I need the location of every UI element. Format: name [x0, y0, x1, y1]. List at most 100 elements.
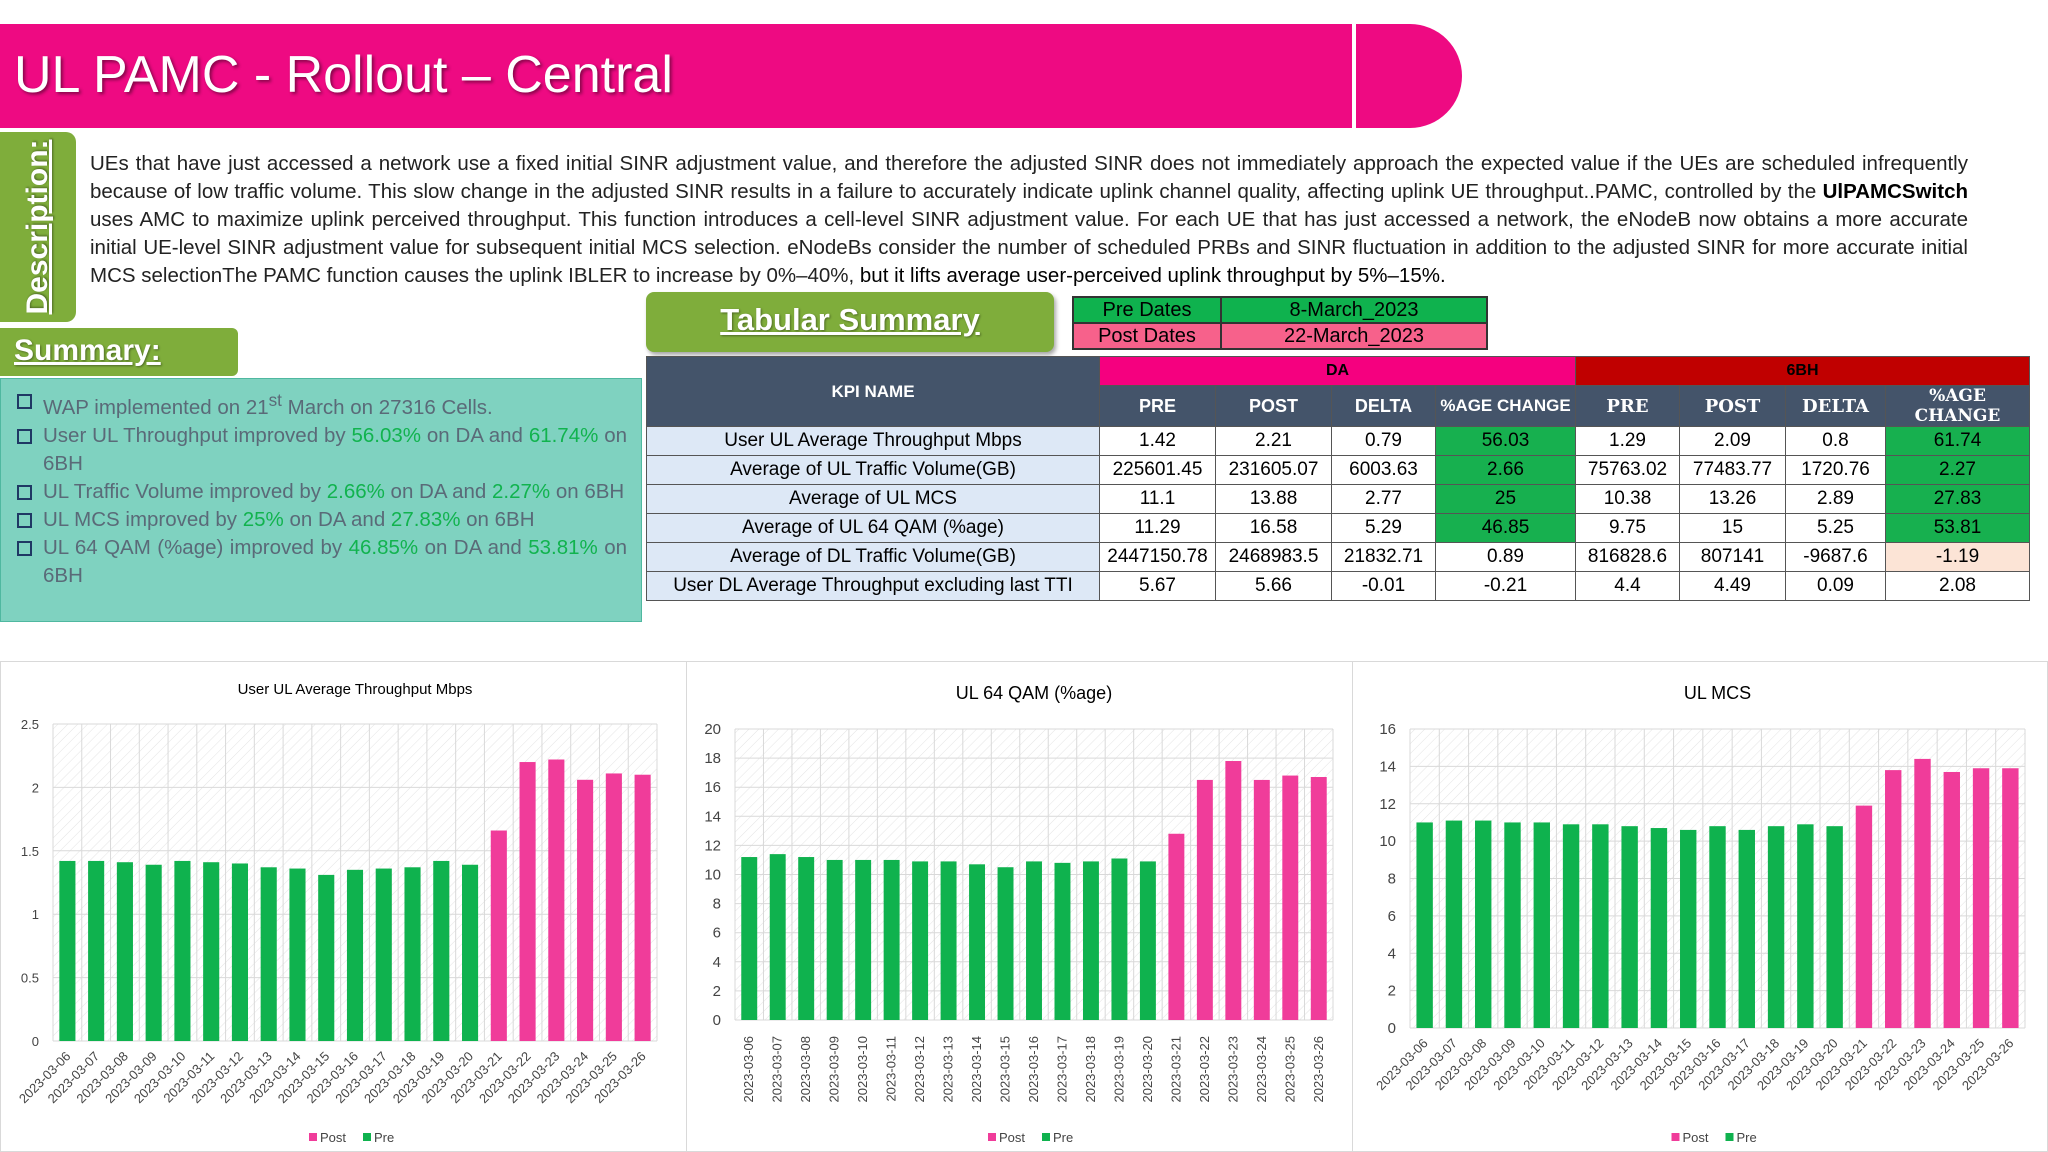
- kpi-row: User UL Average Throughput Mbps 1.42 2.21 0…: [646, 426, 2030, 456]
- x-tick-label: 2023-03-09: [827, 1036, 842, 1103]
- kpi-cell-bh-pre: 75763.02: [1575, 455, 1680, 485]
- summary-value: 2.27%: [492, 479, 551, 503]
- legend-swatch: [1671, 1133, 1680, 1141]
- y-tick-label: 6: [1388, 908, 1396, 925]
- bar-pre: [59, 860, 76, 1041]
- kpi-row: Average of DL Traffic Volume(GB) 2447150.…: [646, 542, 2030, 572]
- summary-value: 53.81%: [528, 535, 598, 559]
- kpi-table: KPI NAME DA 6BH PRE POST DELTA %AGE CHAN…: [646, 356, 2030, 601]
- bar-pre: [826, 859, 843, 1020]
- kpi-cell-da-pre: 2447150.78: [1099, 542, 1216, 572]
- bar-pre: [260, 867, 277, 1041]
- y-tick-label: 4: [713, 954, 721, 971]
- bar-pre: [1738, 829, 1755, 1028]
- bar-pre: [404, 867, 421, 1041]
- kpi-name-cell: Average of UL 64 QAM (%age): [646, 513, 1100, 543]
- legend-label: Post: [1683, 1130, 1709, 1145]
- kpi-cell-bh-chg: 61.74: [1885, 426, 2030, 456]
- summary-item: UL 64 QAM (%age) improved by 46.85% on D…: [15, 534, 627, 590]
- bar-pre: [1680, 829, 1697, 1028]
- bar-pre: [318, 874, 335, 1041]
- col-pre: PRE: [1099, 385, 1216, 427]
- bar-post: [1914, 758, 1931, 1028]
- summary-text: March on 27316 Cells.: [281, 395, 493, 419]
- kpi-cell-bh-delta: 0.09: [1785, 571, 1886, 601]
- bar-post: [1168, 833, 1185, 1020]
- x-tick-label: 2023-03-23: [1225, 1036, 1240, 1103]
- summary-item: UL MCS improved by 25% on DA and 27.83% …: [15, 506, 627, 534]
- bar-post: [1972, 768, 1990, 1028]
- kpi-name-cell: Average of UL MCS: [646, 484, 1100, 514]
- summary-item: UL Traffic Volume improved by 2.66% on D…: [15, 478, 627, 506]
- da-header: DA: [1099, 356, 1576, 386]
- pre-dates-label: Pre Dates: [1072, 296, 1222, 324]
- y-tick-label: 0.5: [21, 971, 39, 986]
- legend-label: Pre: [374, 1130, 394, 1145]
- col-pre-6bh: PRE: [1575, 385, 1680, 427]
- x-tick-label: 2023-03-16: [1026, 1036, 1041, 1103]
- pre-dates-row: Pre Dates 8-March_2023: [1072, 296, 1488, 324]
- summary-text: UL MCS improved by: [43, 507, 243, 531]
- bar-pre: [289, 868, 306, 1041]
- bar-post: [1282, 775, 1299, 1020]
- bar-post: [1885, 770, 1902, 1028]
- kpi-cell-bh-delta: 0.8: [1785, 426, 1886, 456]
- bar-pre: [346, 869, 364, 1041]
- description-part-1: UEs that have just accessed a network us…: [90, 152, 1968, 203]
- kpi-cell-bh-pre: 9.75: [1575, 513, 1680, 543]
- kpi-cell-bh-pre: 1.29: [1575, 426, 1680, 456]
- bar-pre: [1621, 826, 1638, 1028]
- bar-pre: [1592, 824, 1609, 1028]
- y-tick-label: 0: [32, 1034, 39, 1049]
- kpi-cell-da-pre: 1.42: [1099, 426, 1216, 456]
- bar-pre: [1562, 824, 1580, 1028]
- col-change: %AGE CHANGE: [1435, 385, 1576, 427]
- kpi-cell-da-pre: 11.29: [1099, 513, 1216, 543]
- y-tick-label: 12: [704, 837, 721, 854]
- summary-header: Summary:: [0, 328, 238, 376]
- bar-pre: [1709, 826, 1726, 1028]
- summary-value: 27.83%: [390, 507, 461, 531]
- col-change-6bh: %AGE CHANGE: [1885, 385, 2030, 427]
- summary-text: WAP implemented on 21: [43, 395, 269, 419]
- kpi-cell-da-chg: 2.66: [1435, 455, 1576, 485]
- y-tick-label: 16: [704, 779, 721, 796]
- bar-pre: [88, 860, 105, 1041]
- page-title: UL PAMC - Rollout – Central: [14, 46, 673, 104]
- y-tick-label: 2: [713, 983, 721, 1000]
- y-tick-label: 1: [32, 907, 39, 922]
- summary-text: on 6BH: [460, 507, 535, 531]
- legend-label: Pre: [1737, 1130, 1757, 1145]
- bar-pre: [174, 860, 191, 1041]
- legend-swatch: [363, 1133, 371, 1141]
- x-tick-label: 2023-03-26: [1311, 1036, 1326, 1103]
- title-banner: [0, 24, 1462, 128]
- legend-swatch: [1042, 1133, 1050, 1141]
- y-tick-label: 2: [32, 780, 39, 795]
- bar-pre: [1111, 858, 1128, 1020]
- chart-title: User UL Average Throughput Mbps: [238, 681, 473, 698]
- bar-pre: [433, 860, 450, 1041]
- chart-panel-64qam: UL 64 QAM (%age) 0 2 4 6 8 10 12 14 16 18 20 2023-03…: [686, 661, 1354, 1152]
- bar-pre: [1054, 862, 1071, 1020]
- bar-pre: [798, 857, 815, 1020]
- bar-post: [1225, 761, 1242, 1020]
- kpi-cell-da-pre: 5.67: [1099, 571, 1216, 601]
- kpi-cell-da-post: 2468983.5: [1215, 542, 1332, 572]
- bar-post: [1253, 779, 1270, 1020]
- summary-text: User UL Throughput improved by: [43, 423, 352, 447]
- x-tick-label: 2023-03-10: [855, 1036, 870, 1103]
- kpi-cell-da-chg: 56.03: [1435, 426, 1576, 456]
- y-tick-label: 8: [713, 896, 721, 913]
- kpi-name-cell: User DL Average Throughput excluding las…: [646, 571, 1100, 601]
- bar-pre: [741, 857, 758, 1020]
- kpi-cell-bh-pre: 4.4: [1575, 571, 1680, 601]
- x-tick-label: 2023-03-12: [912, 1036, 927, 1103]
- chart-ul-64qam: UL 64 QAM (%age) 0 2 4 6 8 10 12 14 16 18 20 2023-03…: [704, 683, 1334, 1145]
- bar-pre: [769, 854, 786, 1020]
- bar-post: [634, 774, 651, 1041]
- summary-list: WAP implemented on 21st March on 27316 C…: [1, 379, 641, 590]
- kpi-cell-bh-post: 2.09: [1679, 426, 1786, 456]
- y-tick-label: 0: [1388, 1020, 1396, 1037]
- bar-post: [1310, 777, 1327, 1020]
